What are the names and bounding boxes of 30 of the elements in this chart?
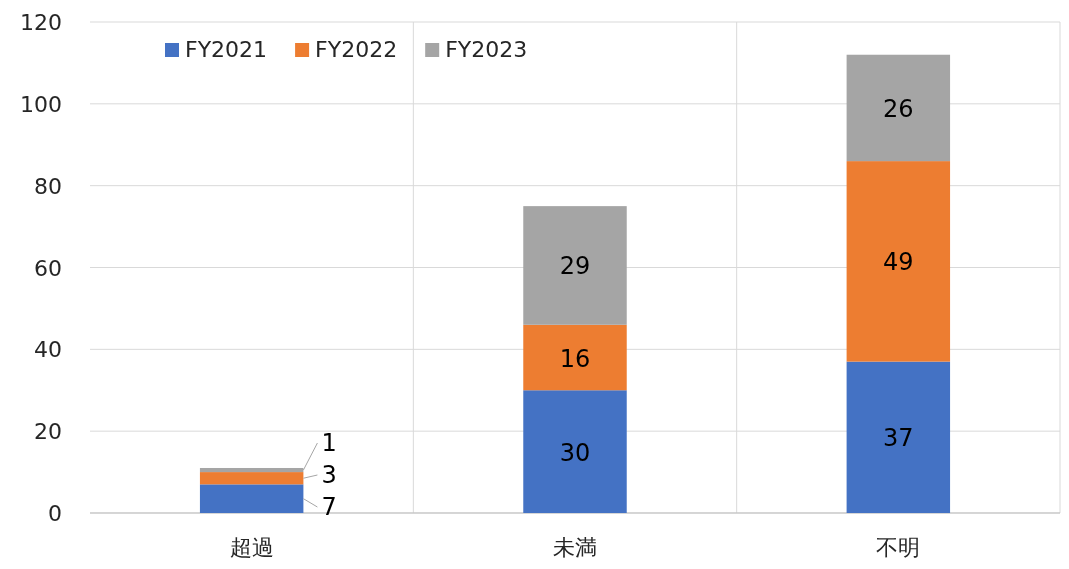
bar bbox=[199, 484, 304, 513]
bar bbox=[846, 361, 951, 513]
legend-label: FY2022 bbox=[315, 37, 398, 62]
bar bbox=[199, 472, 304, 485]
data-label: 37 bbox=[883, 424, 914, 453]
y-tick-label: 40 bbox=[34, 337, 62, 363]
data-label: 29 bbox=[559, 252, 591, 281]
x-tick-label: 不明 bbox=[876, 535, 921, 560]
x-tick-label: 未満 bbox=[553, 535, 597, 560]
bar bbox=[523, 324, 627, 391]
data-label: 30 bbox=[559, 438, 591, 467]
bar bbox=[846, 161, 951, 362]
data-label: 49 bbox=[883, 248, 914, 277]
y-tick-label: 100 bbox=[20, 91, 62, 117]
y-tick-label: 120 bbox=[20, 10, 62, 35]
y-tick-label: 60 bbox=[34, 255, 62, 281]
data-label: 7 bbox=[321, 493, 337, 521]
data-label: 26 bbox=[883, 94, 914, 123]
legend-label: FY2021 bbox=[185, 37, 268, 62]
data-label: 3 bbox=[321, 461, 337, 489]
y-tick-label: 20 bbox=[34, 419, 62, 445]
data-label: 16 bbox=[559, 344, 591, 373]
bar bbox=[523, 206, 627, 325]
legend-label: FY2023 bbox=[445, 37, 528, 62]
bar bbox=[523, 390, 627, 513]
x-tick-label: 超過 bbox=[229, 535, 274, 560]
data-label: 1 bbox=[321, 429, 337, 457]
y-tick-label: 0 bbox=[48, 501, 62, 526]
bar bbox=[846, 54, 951, 162]
y-tick-label: 80 bbox=[34, 173, 62, 199]
